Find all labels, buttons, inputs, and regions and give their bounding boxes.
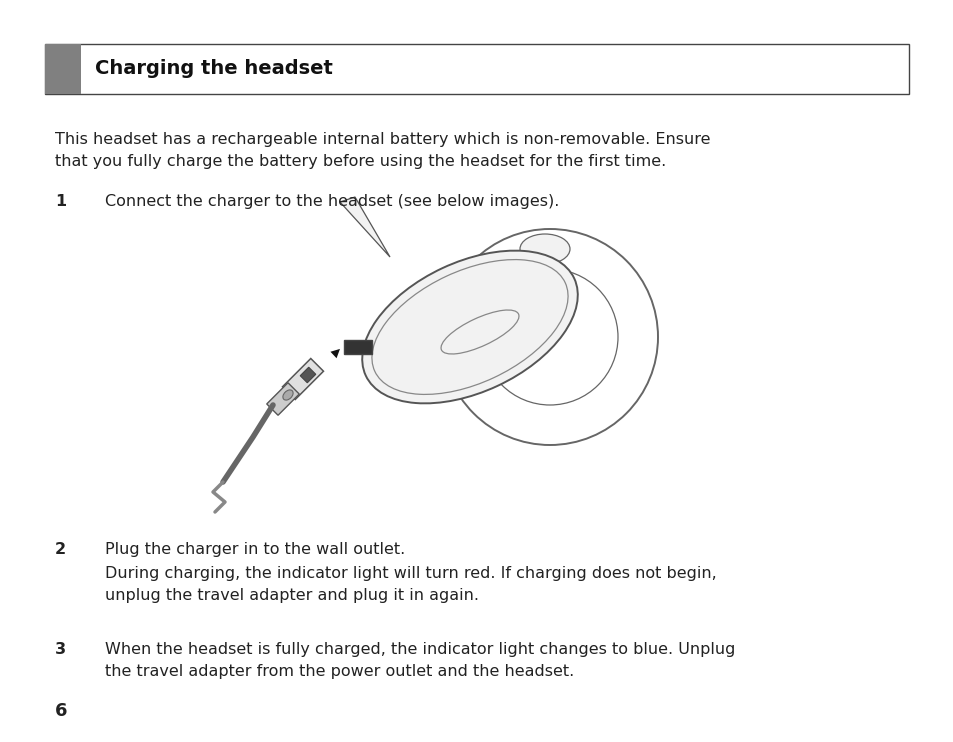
Bar xyxy=(344,340,372,354)
Polygon shape xyxy=(267,383,299,416)
Polygon shape xyxy=(282,358,323,399)
Bar xyxy=(45,44,908,94)
Text: 1: 1 xyxy=(55,194,66,209)
Text: Connect the charger to the headset (see below images).: Connect the charger to the headset (see … xyxy=(105,194,558,209)
Text: 2: 2 xyxy=(55,542,66,557)
Ellipse shape xyxy=(362,251,578,404)
PathPatch shape xyxy=(339,197,390,257)
Text: During charging, the indicator light will turn red. If charging does not begin,
: During charging, the indicator light wil… xyxy=(105,566,716,603)
Text: 6: 6 xyxy=(55,702,68,720)
Text: This headset has a rechargeable internal battery which is non-removable. Ensure
: This headset has a rechargeable internal… xyxy=(55,132,710,168)
Polygon shape xyxy=(300,367,315,383)
Text: Charging the headset: Charging the headset xyxy=(95,59,333,79)
Ellipse shape xyxy=(519,234,569,264)
Text: Plug the charger in to the wall outlet.: Plug the charger in to the wall outlet. xyxy=(105,542,405,557)
Text: 3: 3 xyxy=(55,642,66,657)
Text: When the headset is fully charged, the indicator light changes to blue. Unplug
t: When the headset is fully charged, the i… xyxy=(105,642,735,679)
Ellipse shape xyxy=(283,390,293,400)
Bar xyxy=(45,44,81,94)
